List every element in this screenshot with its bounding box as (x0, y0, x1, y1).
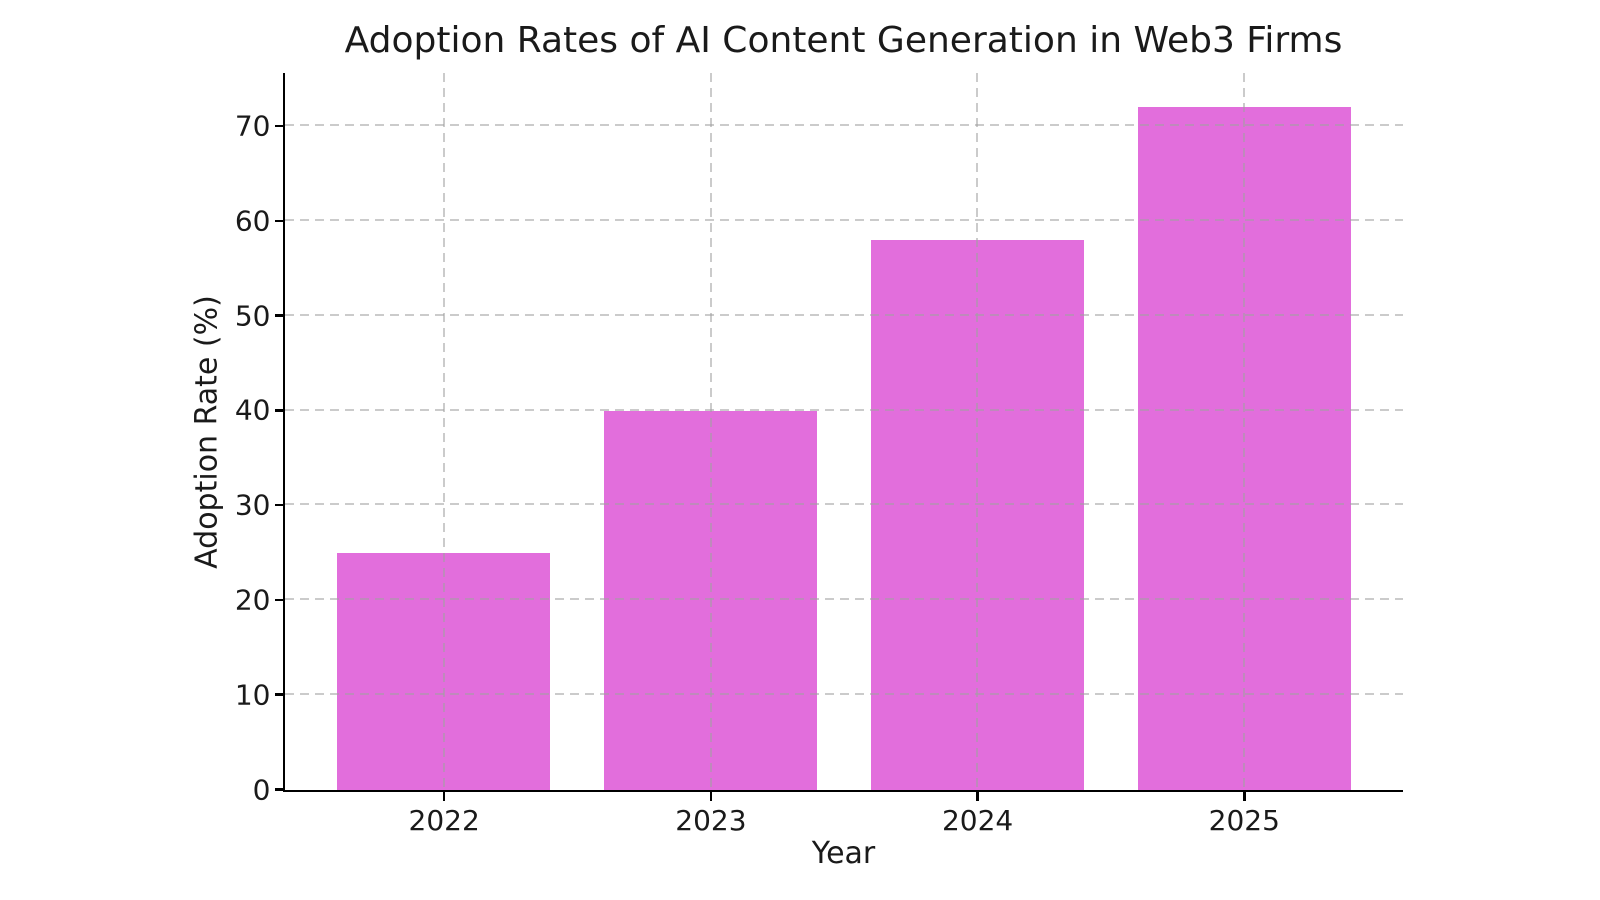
chart-title: Adoption Rates of AI Content Generation … (344, 20, 1343, 61)
y-tick-mark-40 (274, 409, 284, 412)
h-gridline-40 (285, 408, 1403, 411)
x-tick-mark-2024 (976, 791, 979, 801)
v-gridline-2022 (442, 73, 445, 790)
y-axis-label: Adoption Rate (%) (189, 295, 225, 569)
y-tick-mark-20 (274, 598, 284, 602)
v-gridline-2023 (709, 73, 712, 790)
h-gridline-30 (285, 503, 1403, 506)
y-tick-label: 50 (234, 299, 271, 333)
y-tick-mark-60 (274, 219, 284, 223)
y-tick-label: 20 (234, 583, 271, 617)
x-tick-mark-2022 (442, 791, 446, 801)
y-tick-label: 60 (234, 204, 271, 238)
h-gridline-50 (285, 313, 1403, 316)
h-gridline-20 (285, 598, 1403, 601)
y-tick-label: 40 (234, 393, 271, 427)
v-gridline-2025 (1243, 73, 1246, 790)
x-tick-label: 2024 (941, 803, 1014, 837)
h-gridline-10 (285, 693, 1403, 696)
x-tick-label: 2025 (1208, 803, 1280, 837)
y-tick-label: 30 (234, 488, 271, 522)
y-tick-mark-0 (274, 788, 284, 791)
h-gridline-60 (285, 218, 1403, 221)
x-tick-label: 2023 (675, 803, 747, 837)
x-tick-mark-2023 (709, 791, 713, 801)
y-tick-mark-70 (274, 124, 284, 128)
y-tick-label: 70 (234, 109, 271, 143)
y-tick-mark-30 (274, 503, 284, 507)
y-tick-label: 0 (252, 773, 271, 806)
plot-area (283, 73, 1403, 792)
x-tick-mark-2025 (1243, 791, 1246, 801)
x-axis-label: Year (811, 836, 876, 871)
y-tick-mark-50 (274, 314, 284, 317)
x-tick-label: 2022 (408, 803, 480, 837)
y-tick-label: 10 (234, 678, 271, 712)
y-tick-mark-10 (274, 693, 284, 696)
h-gridline-70 (285, 124, 1403, 127)
v-gridline-2024 (976, 73, 979, 790)
